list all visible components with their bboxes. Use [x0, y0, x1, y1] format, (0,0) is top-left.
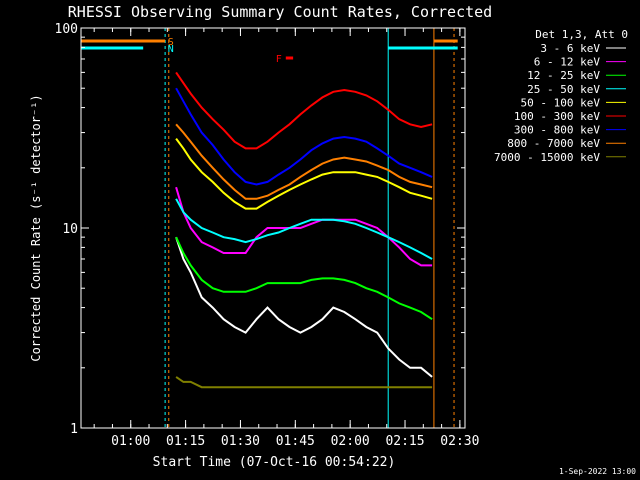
- flag-label-F: F: [276, 54, 282, 65]
- x-tick-label: 01:30: [221, 434, 260, 449]
- y-axis-label: Corrected Count Rate (s⁻¹ detector⁻¹): [29, 94, 43, 361]
- series-line-12-25keV: [175, 236, 433, 321]
- series-line-50-100keV: [175, 138, 433, 210]
- flag-label-S: S: [168, 37, 174, 48]
- x-axis-label: Start Time (07-Oct-16 00:54:22): [153, 455, 396, 470]
- legend-label: 6 - 12 keV: [534, 56, 601, 69]
- legend-label: 7000 - 15000 keV: [494, 151, 600, 164]
- legend-label: 100 - 300 keV: [514, 110, 600, 123]
- legend-label: 50 - 100 keV: [521, 96, 601, 109]
- series-line-300-800keV: [175, 87, 433, 186]
- x-tick-label: 01:00: [111, 434, 150, 449]
- legend-label: 3 - 6 keV: [540, 42, 600, 55]
- y-tick-label: 100: [55, 22, 78, 37]
- x-tick-label: 01:15: [166, 434, 205, 449]
- x-tick-label: 02:00: [331, 434, 370, 449]
- series-line-3-6keV: [175, 236, 433, 378]
- series-line-25-50keV: [175, 198, 433, 260]
- y-tick-label: 10: [62, 222, 78, 237]
- flag-label-N: N: [168, 44, 174, 55]
- chart-title: RHESSI Observing Summary Count Rates, Co…: [68, 3, 492, 21]
- legend-header: Det 1,3, Att 0: [535, 28, 628, 41]
- legend-label: 12 - 25 keV: [527, 69, 600, 82]
- legend-label: 300 - 800 keV: [514, 124, 600, 137]
- x-tick-label: 01:45: [276, 434, 315, 449]
- x-tick-label: 02:30: [440, 434, 479, 449]
- date-stamp: 1-Sep-2022 13:00: [559, 467, 636, 476]
- legend-label: 800 - 7000 keV: [507, 137, 600, 150]
- series-line-800-7000keV: [175, 123, 433, 200]
- legend-label: 25 - 50 keV: [527, 83, 600, 96]
- series-line-100-300keV: [175, 71, 433, 150]
- series-line-7000-15000keV: [175, 376, 433, 389]
- y-tick-label: 1: [70, 422, 78, 437]
- x-tick-label: 02:15: [385, 434, 424, 449]
